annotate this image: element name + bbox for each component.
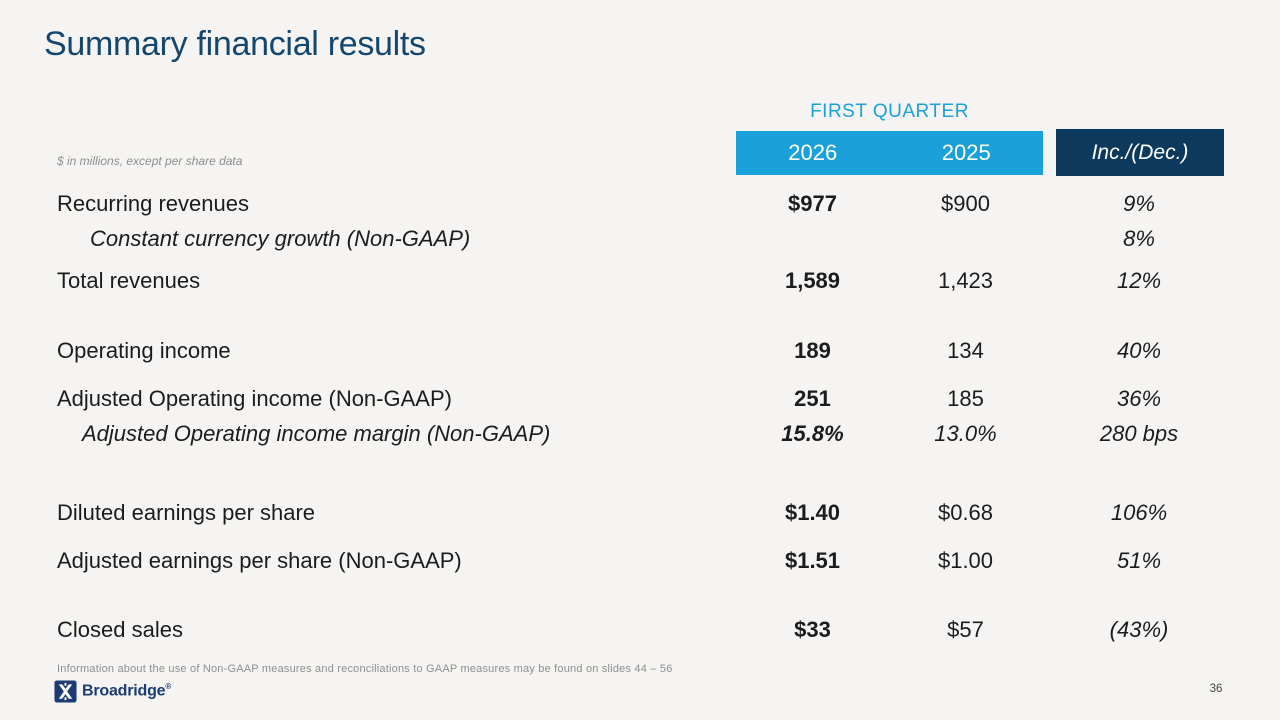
table-row-diluted-eps: Diluted earnings per share $1.40 $0.68 1… xyxy=(57,499,1224,526)
row-label: Constant currency growth (Non-GAAP) xyxy=(90,225,471,251)
value-2025: $0.68 xyxy=(937,499,994,525)
value-2025: 13.0% xyxy=(934,420,997,446)
value-2026: $33 xyxy=(794,616,831,642)
value-2026: $1.40 xyxy=(784,499,841,525)
value-2026: 251 xyxy=(794,385,831,411)
value-2025: $1.00 xyxy=(937,547,994,573)
value-2026: $977 xyxy=(788,190,837,216)
non-gaap-footnote: Information about the use of Non-GAAP me… xyxy=(57,663,673,675)
first-quarter-label: FIRST QUARTER xyxy=(810,101,969,122)
value-delta: 51% xyxy=(1116,547,1162,573)
value-2025: 134 xyxy=(947,337,984,363)
row-label: Operating income xyxy=(57,337,231,363)
units-note: $ in millions, except per share data xyxy=(57,154,243,168)
value-delta: 9% xyxy=(1123,190,1155,216)
value-2026: 1,589 xyxy=(784,267,841,293)
row-label: Total revenues xyxy=(57,267,201,293)
table-row-recurring-revenues: Recurring revenues $977 $900 9% xyxy=(57,190,1224,217)
value-2026: 15.8% xyxy=(781,420,844,446)
value-2025: 185 xyxy=(947,385,984,411)
row-label: Diluted earnings per share xyxy=(57,499,316,525)
value-2025: $900 xyxy=(941,190,990,216)
broadridge-logo-icon xyxy=(54,680,77,703)
value-2026: 189 xyxy=(794,337,831,363)
page-number: 36 xyxy=(1209,683,1223,695)
row-label: Recurring revenues xyxy=(57,190,249,216)
broadridge-logo: Broadridge® xyxy=(54,680,171,703)
value-delta: 106% xyxy=(1110,499,1168,525)
row-label: Closed sales xyxy=(57,616,183,642)
value-delta: 40% xyxy=(1116,337,1162,363)
row-label: Adjusted earnings per share (Non-GAAP) xyxy=(57,547,462,573)
brand-wordmark: Broadridge® xyxy=(82,682,172,700)
row-label: Adjusted Operating income margin (Non-GA… xyxy=(82,420,551,446)
value-delta: 36% xyxy=(1116,385,1162,411)
year-columns-header: 2026 2025 xyxy=(736,131,1043,175)
year-2025-header: 2025 xyxy=(941,140,991,165)
table-row-total-revenues: Total revenues 1,589 1,423 12% xyxy=(57,267,1224,294)
table-row-adjusted-operating-income: Adjusted Operating income (Non-GAAP) 251… xyxy=(57,385,1224,412)
table-row-closed-sales: Closed sales $33 $57 (43%) xyxy=(57,616,1224,643)
inc-dec-header: Inc./(Dec.) xyxy=(1056,129,1224,176)
year-2026-header: 2026 xyxy=(788,140,838,165)
value-delta: (43%) xyxy=(1109,616,1169,642)
table-row-operating-income: Operating income 189 134 40% xyxy=(57,337,1224,364)
table-row-constant-currency-growth: Constant currency growth (Non-GAAP) 8% xyxy=(57,225,1224,252)
registered-mark: ® xyxy=(165,682,172,692)
value-2025: 1,423 xyxy=(937,267,994,293)
page-title: Summary financial results xyxy=(44,25,426,63)
value-delta: 12% xyxy=(1116,267,1162,293)
value-2026: $1.51 xyxy=(784,547,841,573)
value-delta: 8% xyxy=(1123,225,1155,251)
table-row-adjusted-eps: Adjusted earnings per share (Non-GAAP) $… xyxy=(57,547,1224,574)
value-delta: 280 bps xyxy=(1099,420,1179,446)
value-2025: $57 xyxy=(947,616,984,642)
table-row-adjusted-operating-income-margin: Adjusted Operating income margin (Non-GA… xyxy=(57,420,1224,447)
row-label: Adjusted Operating income (Non-GAAP) xyxy=(57,385,452,411)
